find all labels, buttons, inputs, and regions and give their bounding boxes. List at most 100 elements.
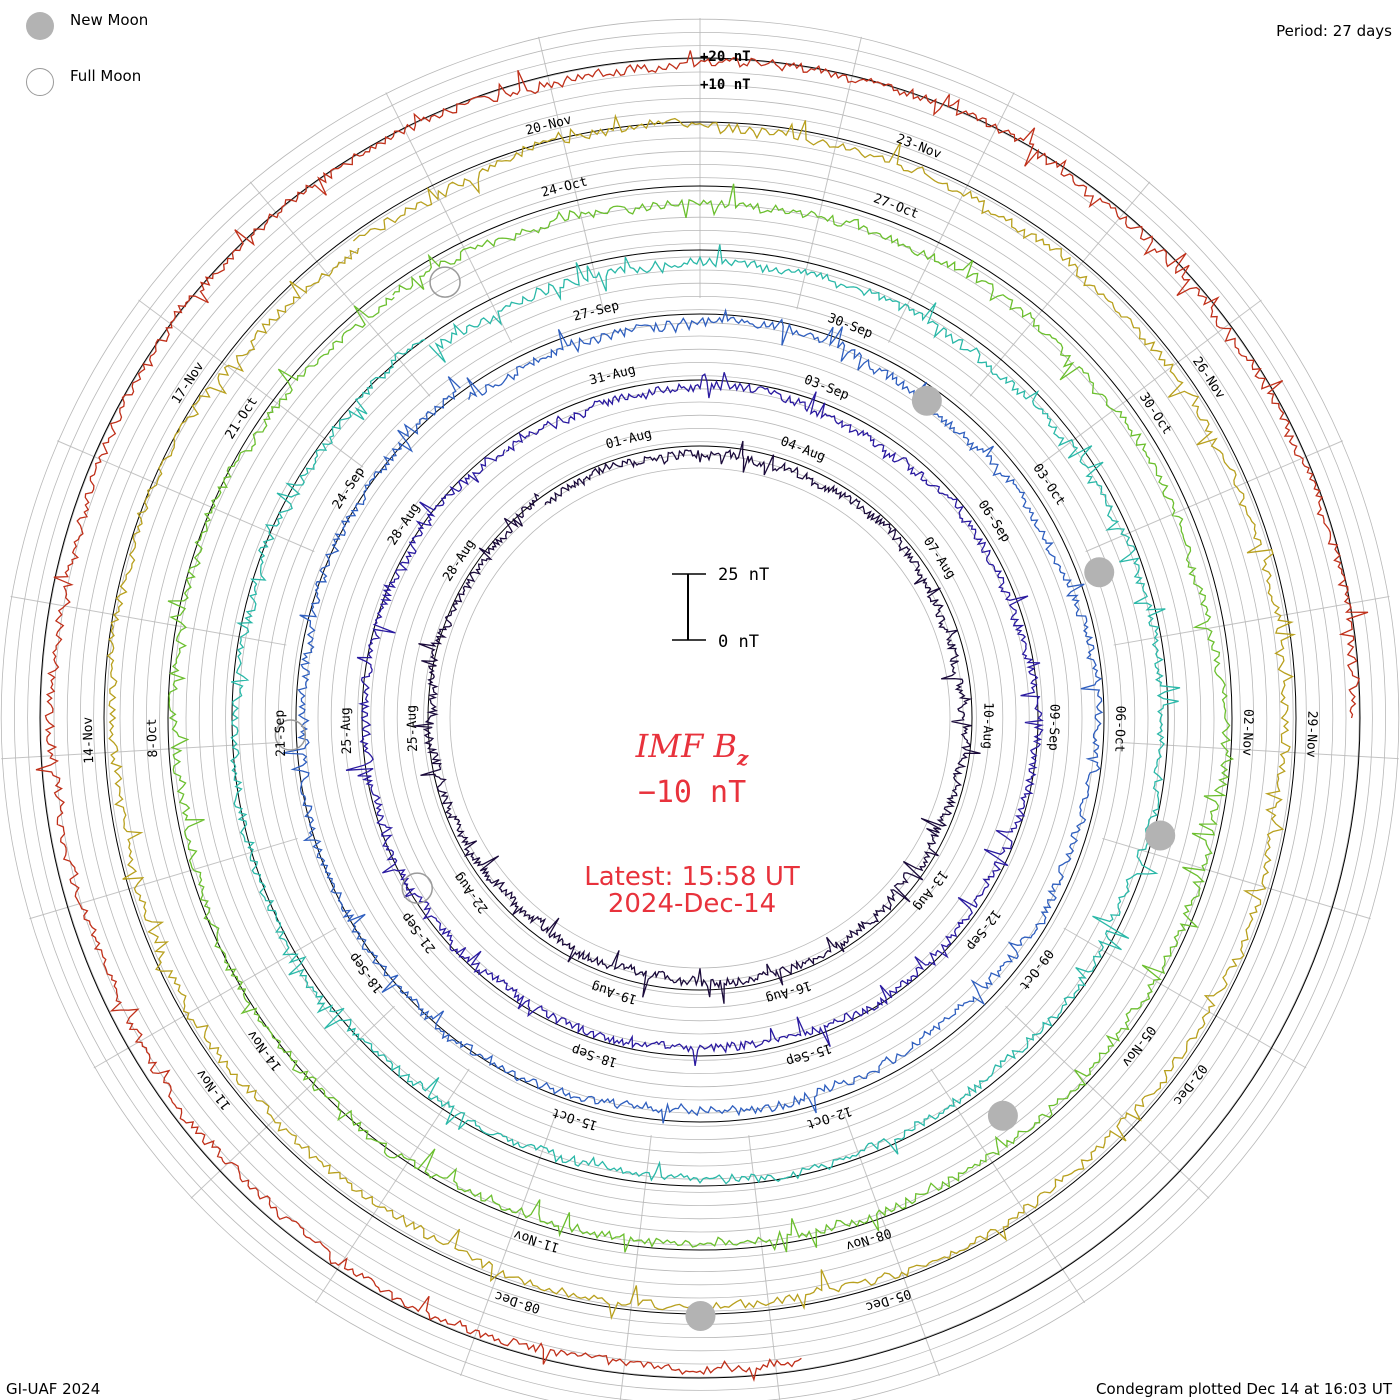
spoke-line: [1085, 440, 1343, 553]
date-label: 17-Nov: [169, 359, 207, 407]
date-label: 10-Aug: [979, 702, 995, 749]
grid-ring: [211, 229, 1189, 1207]
grid-ring: [146, 164, 1254, 1272]
spoke-line: [1119, 741, 1399, 760]
grid-ring: [14, 32, 1386, 1400]
grid-ring: [396, 414, 1004, 1022]
date-label: 25-Aug: [338, 707, 355, 754]
grid-ring: [291, 309, 1109, 1127]
grid-ring: [40, 58, 1360, 1378]
full-moon-icon: [26, 68, 54, 96]
grid-ring: [172, 190, 1228, 1246]
grid-ring: [185, 203, 1215, 1233]
full-moon-marker: [274, 719, 307, 751]
baseline-ring: [231, 249, 1169, 1187]
spoke-line: [538, 36, 604, 310]
spoke-line: [1063, 927, 1307, 1069]
date-label: 25-Aug: [404, 705, 421, 752]
date-label: 30-Sep: [825, 311, 874, 342]
spoke-line: [930, 1068, 1086, 1304]
date-label: 27-Oct: [871, 191, 920, 222]
grid-ring: [370, 388, 1030, 1048]
spoke-line: [1113, 595, 1390, 646]
date-label: 08-Dec: [493, 1287, 542, 1315]
credit-label: GI-UAF 2024: [6, 1380, 101, 1398]
grid-ring: [159, 177, 1241, 1259]
legend-full-moon: Full Moon: [26, 67, 142, 96]
spoke-line: [460, 1112, 557, 1376]
grid-ring: [383, 401, 1017, 1035]
date-label: 03-Sep: [802, 372, 851, 403]
spoke-line: [1, 741, 281, 760]
baseline-ring: [167, 185, 1233, 1251]
latest-date: 2024-Dec-14: [608, 889, 776, 919]
grid-rings: [1, 19, 1399, 1400]
legend-new-moon: New Moon: [26, 11, 148, 40]
scale-bar: 25 nT 0 nT: [672, 565, 769, 652]
grid-ring: [264, 282, 1136, 1154]
date-label: 02-Nov: [1239, 709, 1255, 757]
new-moon-marker: [987, 1100, 1018, 1131]
spoke-line: [843, 1112, 940, 1376]
grid-ring: [251, 269, 1149, 1167]
date-label: 21-Sep: [272, 709, 289, 757]
grid-ring: [80, 98, 1320, 1338]
date-label: 08-Nov: [844, 1225, 893, 1254]
grid-ring: [198, 216, 1202, 1220]
grid-ring: [277, 295, 1123, 1141]
trace-rotation-2: [345, 372, 1045, 1067]
ring-label-10: +10 nT: [700, 77, 751, 93]
trace-rotation-5: [167, 183, 1235, 1253]
plotted-label: Condegram plotted Dec 14 at 16:03 UT: [1096, 1380, 1392, 1398]
trace-rotation-7: [35, 50, 1369, 1382]
new-moon-marker: [911, 385, 942, 416]
grid-ring: [53, 71, 1347, 1365]
date-label: 14-Nov: [81, 716, 98, 764]
grid-ring: [1, 19, 1399, 1400]
spoke-line: [93, 927, 337, 1069]
spoke-line: [138, 299, 364, 468]
trace-rotation-1: [413, 440, 981, 1004]
center-title-sub: z: [736, 746, 749, 770]
spoke-line: [619, 1135, 652, 1400]
spoke-line: [385, 92, 512, 343]
new-moon-marker: [1145, 820, 1176, 851]
legend-full-moon-label: Full Moon: [70, 67, 142, 85]
date-label: 01-Aug: [604, 426, 653, 452]
grid-ring: [317, 335, 1083, 1101]
spoke-line: [888, 92, 1015, 343]
new-moon-marker: [1084, 557, 1115, 588]
baseline-ring: [39, 57, 1361, 1379]
date-label: 27-Sep: [572, 298, 621, 324]
grid-ring: [343, 361, 1057, 1075]
spoke-line: [190, 1005, 395, 1199]
ring-label-20: +20 nT: [700, 49, 751, 65]
date-label: 14-Nov: [245, 1027, 286, 1074]
date-label: 26-Nov: [1189, 354, 1228, 402]
grid-ring: [409, 427, 991, 1009]
date-label: 09-Sep: [1045, 704, 1061, 752]
baseline-ring: [427, 445, 973, 991]
spoke-line: [969, 181, 1151, 397]
center-title-main: IMF Bz: [635, 727, 749, 770]
date-label: 8-Oct: [145, 718, 161, 758]
date-label: 29-Nov: [1303, 711, 1319, 759]
baseline-ring: [295, 313, 1105, 1123]
date-label: 11-Nov: [512, 1226, 561, 1254]
date-label: 05-Dec: [864, 1285, 913, 1314]
new-moon-marker: [685, 1300, 716, 1331]
grid-ring: [238, 256, 1162, 1180]
data-traces: [35, 50, 1369, 1382]
full-moon-marker: [429, 266, 461, 298]
new-moon-icon: [26, 12, 54, 40]
scale-bottom-label: 0 nT: [718, 632, 759, 652]
spoke-line: [1102, 837, 1371, 920]
spoke-line: [10, 595, 287, 646]
center-title: IMF Bz −10 nT Latest: 15:58 UT 2024-Dec-…: [584, 727, 800, 919]
latest-time: Latest: 15:58 UT: [584, 862, 800, 892]
grid-ring: [66, 84, 1334, 1352]
trace-rotation-3: [282, 308, 1104, 1124]
grid-ring: [119, 137, 1281, 1299]
spoke-line: [748, 1135, 781, 1400]
date-label: 06-Oct: [1111, 705, 1127, 752]
